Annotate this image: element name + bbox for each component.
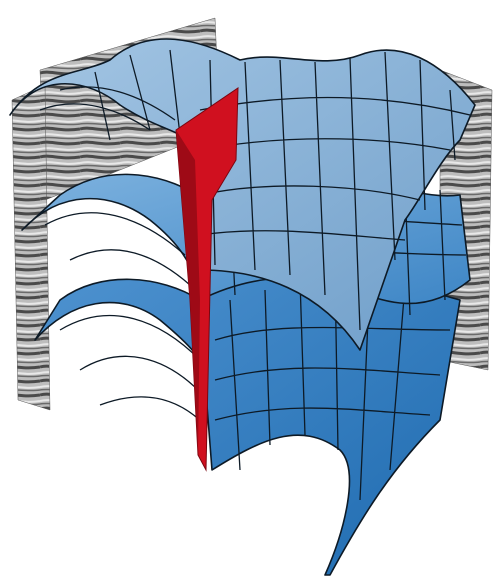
fault-plane — [175, 87, 239, 472]
seismic-left-wall — [11, 84, 51, 411]
horizon-surface-bottom — [34, 263, 461, 576]
